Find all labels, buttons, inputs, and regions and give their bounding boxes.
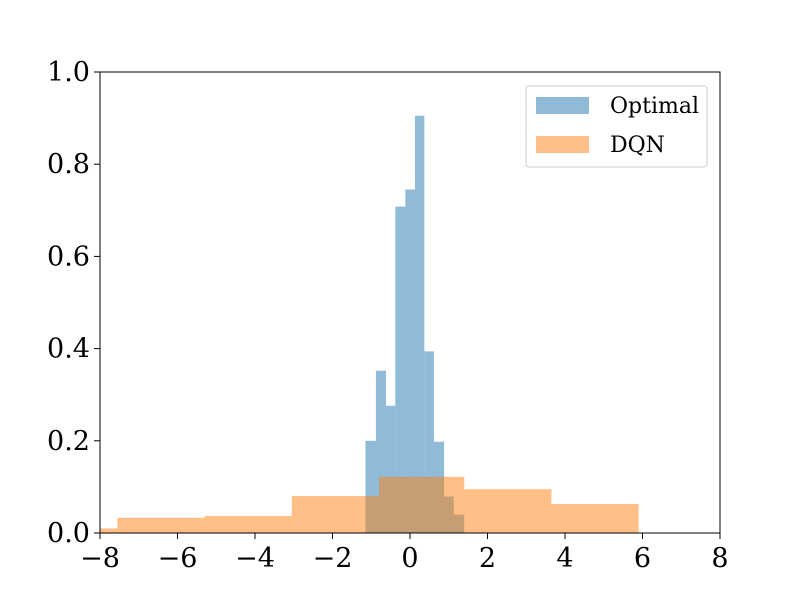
bar-dqn-2 [204, 515, 292, 533]
bar-optimal-0 [365, 440, 376, 533]
x-tick-label: −2 [313, 543, 353, 574]
bar-dqn-0 [100, 528, 118, 533]
legend-swatch-dqn [536, 136, 589, 153]
x-tick-label: 8 [711, 543, 728, 574]
y-tick-label: 0.2 [47, 426, 90, 457]
bar-dqn-5 [464, 489, 552, 533]
legend-swatch-optimal [536, 97, 589, 114]
bar-dqn-6 [551, 503, 639, 533]
axes-layer: −8 −6 −4 −2 0 2 4 6 8 0.0 0.2 0.4 0.6 0.8 1.0 [47, 57, 729, 574]
bar-optimal-6 [424, 351, 435, 533]
bar-optimal-1 [375, 370, 386, 533]
bars-layer [100, 115, 639, 534]
bar-dqn-4 [379, 476, 465, 533]
y-tick-label: 0.6 [47, 241, 90, 272]
legend-label-optimal: Optimal [610, 94, 699, 119]
x-tick-label: −8 [80, 543, 120, 574]
x-tick-label: 2 [479, 543, 496, 574]
x-tick-label: 6 [634, 543, 651, 574]
y-tick-label: 0.0 [47, 518, 90, 549]
y-tick-label: 0.4 [47, 334, 90, 365]
bar-optimal-2 [385, 405, 396, 533]
legend: Optimal DQN [525, 85, 708, 168]
x-tick-label: 0 [401, 543, 418, 574]
x-tick-label: −4 [235, 543, 275, 574]
y-tick-label: 0.8 [47, 149, 90, 180]
x-tick-label: −6 [158, 543, 198, 574]
legend-label-dqn: DQN [610, 133, 665, 158]
bar-optimal-3 [395, 206, 406, 533]
y-tick-label: 1.0 [47, 57, 90, 88]
bar-dqn-3 [291, 496, 379, 533]
bar-optimal-4 [405, 189, 416, 533]
bar-optimal-5 [415, 115, 425, 534]
bar-dqn-1 [117, 517, 205, 533]
x-tick-label: 4 [556, 543, 573, 574]
